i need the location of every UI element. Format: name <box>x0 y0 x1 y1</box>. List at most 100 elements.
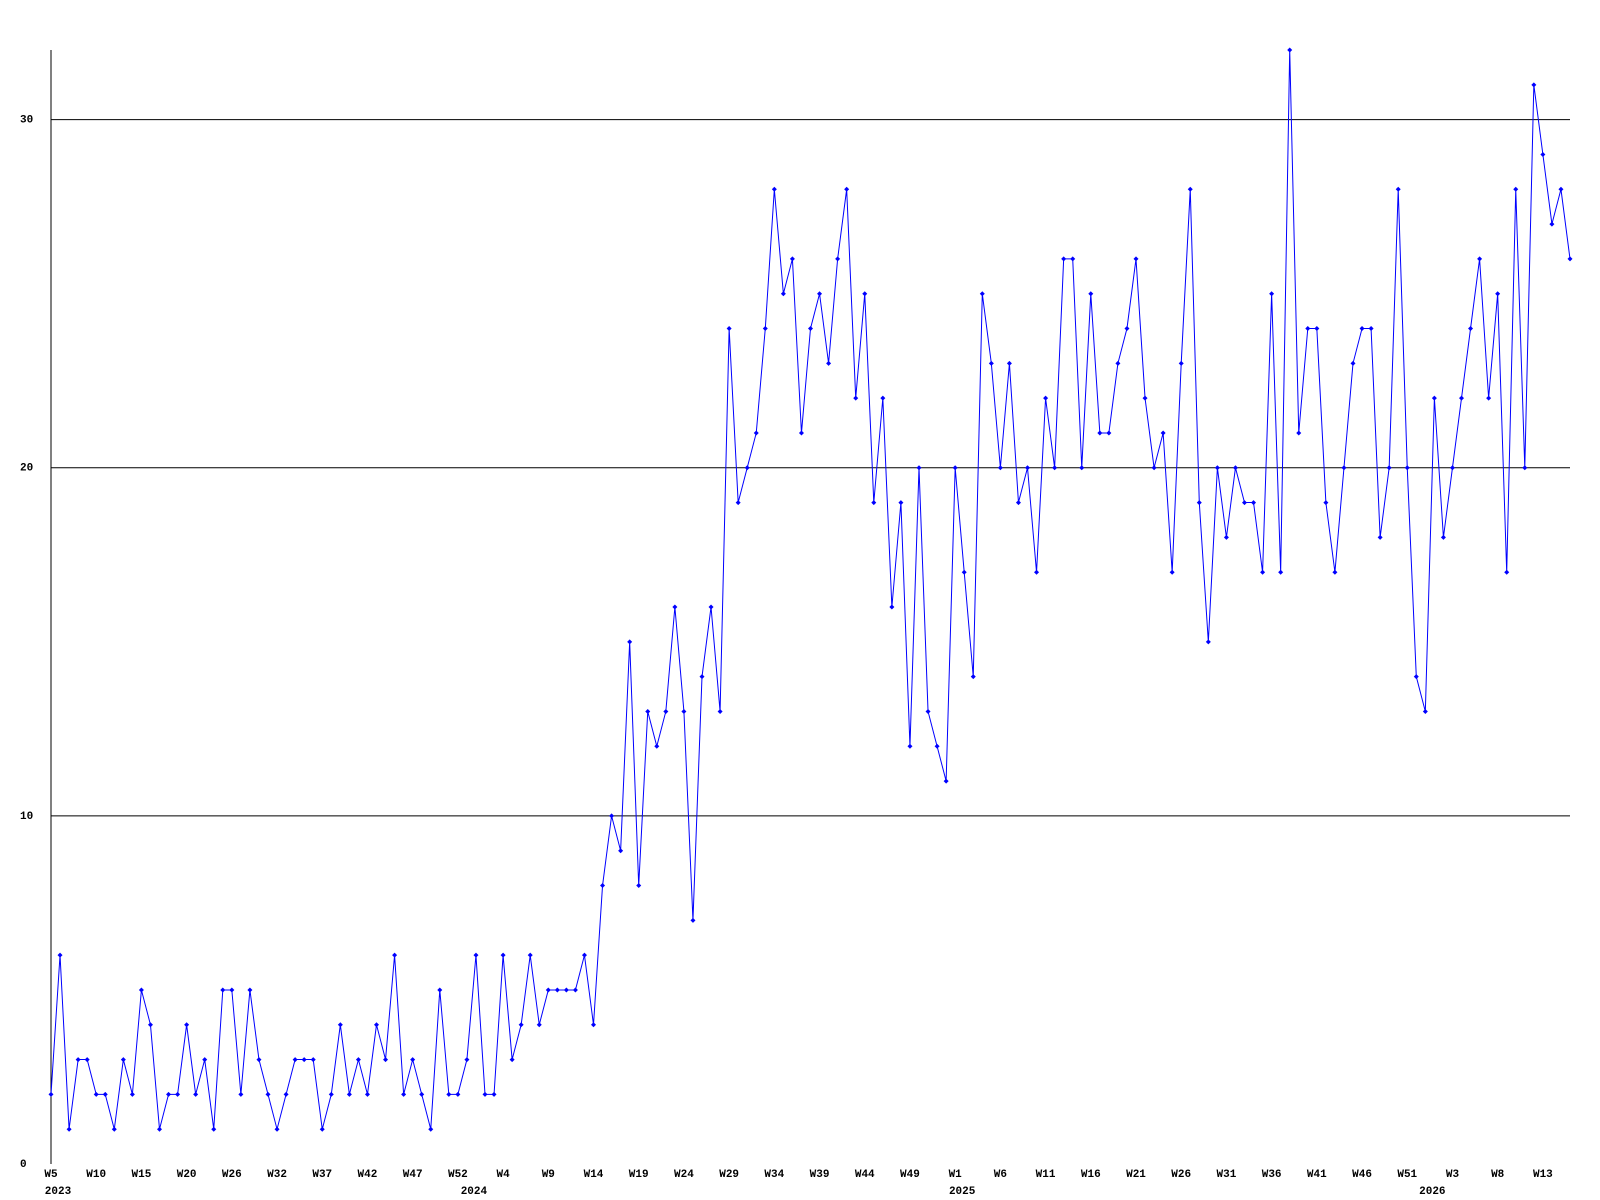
x-tick-label: W14 <box>584 1169 604 1181</box>
y-tick-label: 20 <box>20 463 33 475</box>
x-tick-label: W21 <box>1126 1169 1146 1181</box>
data-point <box>229 987 235 993</box>
data-point <box>1567 256 1573 262</box>
data-point <box>84 1057 90 1063</box>
data-point <box>1377 534 1383 540</box>
data-point <box>1549 221 1555 227</box>
data-point <box>1440 534 1446 540</box>
x-tick-label: W11 <box>1036 1169 1056 1181</box>
x-tick-label: W3 <box>1446 1169 1460 1181</box>
data-point <box>572 987 578 993</box>
data-point <box>1106 430 1112 436</box>
data-point <box>988 360 994 366</box>
data-point <box>1034 569 1040 575</box>
data-point <box>428 1126 434 1132</box>
data-point <box>238 1091 244 1097</box>
data-point <box>808 326 813 331</box>
data-point <box>1124 326 1130 331</box>
data-point <box>1232 465 1238 471</box>
x-tick-label: W31 <box>1217 1169 1237 1181</box>
data-point <box>789 256 795 262</box>
data-point <box>1269 291 1275 297</box>
data-point <box>166 1091 172 1097</box>
data-point <box>48 1091 54 1097</box>
data-point <box>1513 186 1519 192</box>
data-point <box>1350 360 1356 366</box>
data-point <box>482 1091 488 1097</box>
data-point <box>663 708 669 714</box>
data-point <box>1006 360 1012 366</box>
data-point <box>455 1091 461 1097</box>
data-point <box>319 1126 325 1132</box>
x-tick-label: W52 <box>448 1169 468 1181</box>
data-point <box>880 395 886 401</box>
x-tick-label: W51 <box>1397 1169 1417 1181</box>
y-tick-label: 30 <box>20 115 33 127</box>
data-point <box>211 1126 217 1132</box>
data-point <box>265 1091 271 1097</box>
data-point <box>591 1022 596 1028</box>
data-point <box>1287 47 1293 53</box>
data-point <box>1151 465 1157 471</box>
data-point <box>844 186 850 192</box>
data-point <box>527 952 533 958</box>
data-point <box>1088 291 1094 297</box>
data-point <box>979 291 985 297</box>
data-point <box>419 1091 425 1097</box>
data-point <box>1404 465 1410 471</box>
data-point <box>392 952 398 958</box>
x-tick-label: W39 <box>810 1169 830 1181</box>
x-tick-label: W29 <box>719 1169 739 1181</box>
data-point <box>744 465 750 471</box>
x-tick-label: W42 <box>358 1169 378 1181</box>
data-point <box>111 1126 117 1132</box>
data-point <box>1025 465 1030 471</box>
data-point <box>292 1057 298 1063</box>
data-point <box>826 360 832 366</box>
data-point <box>138 987 144 993</box>
data-point <box>862 291 868 297</box>
data-point <box>328 1091 334 1097</box>
data-point <box>202 1057 208 1063</box>
data-point <box>581 952 587 958</box>
data-point <box>193 1091 199 1097</box>
x-tick-label: W34 <box>764 1169 784 1181</box>
data-point <box>1169 569 1175 575</box>
data-point <box>835 256 841 262</box>
data-point <box>1043 395 1049 401</box>
data-point <box>1205 639 1211 645</box>
data-point <box>672 604 678 610</box>
data-point <box>75 1057 81 1063</box>
data-point <box>410 1057 416 1063</box>
x-tick-label: W13 <box>1533 1169 1553 1181</box>
data-point <box>184 1022 190 1028</box>
x-tick-label: W46 <box>1352 1169 1372 1181</box>
x-tick-label: W1 <box>949 1169 963 1181</box>
x-tick-label: W36 <box>1262 1169 1282 1181</box>
data-point <box>627 639 633 645</box>
x-tick-label: W41 <box>1307 1169 1327 1181</box>
data-point <box>1160 430 1166 436</box>
data-point <box>690 917 696 923</box>
data-point <box>1459 395 1464 401</box>
data-point <box>147 1022 153 1028</box>
x-year-label: 2023 <box>45 1186 72 1198</box>
data-point <box>1214 465 1220 471</box>
x-tick-label: W5 <box>44 1169 58 1181</box>
data-point <box>600 883 606 888</box>
data-point <box>1187 186 1193 192</box>
data-point <box>726 326 732 331</box>
data-point <box>1015 500 1021 506</box>
data-point <box>401 1091 407 1097</box>
x-tick-label: W20 <box>177 1169 197 1181</box>
data-point <box>1341 465 1347 471</box>
data-point <box>609 813 615 819</box>
data-point <box>708 604 714 610</box>
data-point <box>374 1022 379 1028</box>
data-point <box>1449 465 1455 471</box>
data-point <box>545 987 551 993</box>
data-point <box>283 1091 289 1097</box>
data-point <box>473 952 479 958</box>
x-tick-label: W26 <box>222 1169 242 1181</box>
data-point <box>1522 465 1528 471</box>
